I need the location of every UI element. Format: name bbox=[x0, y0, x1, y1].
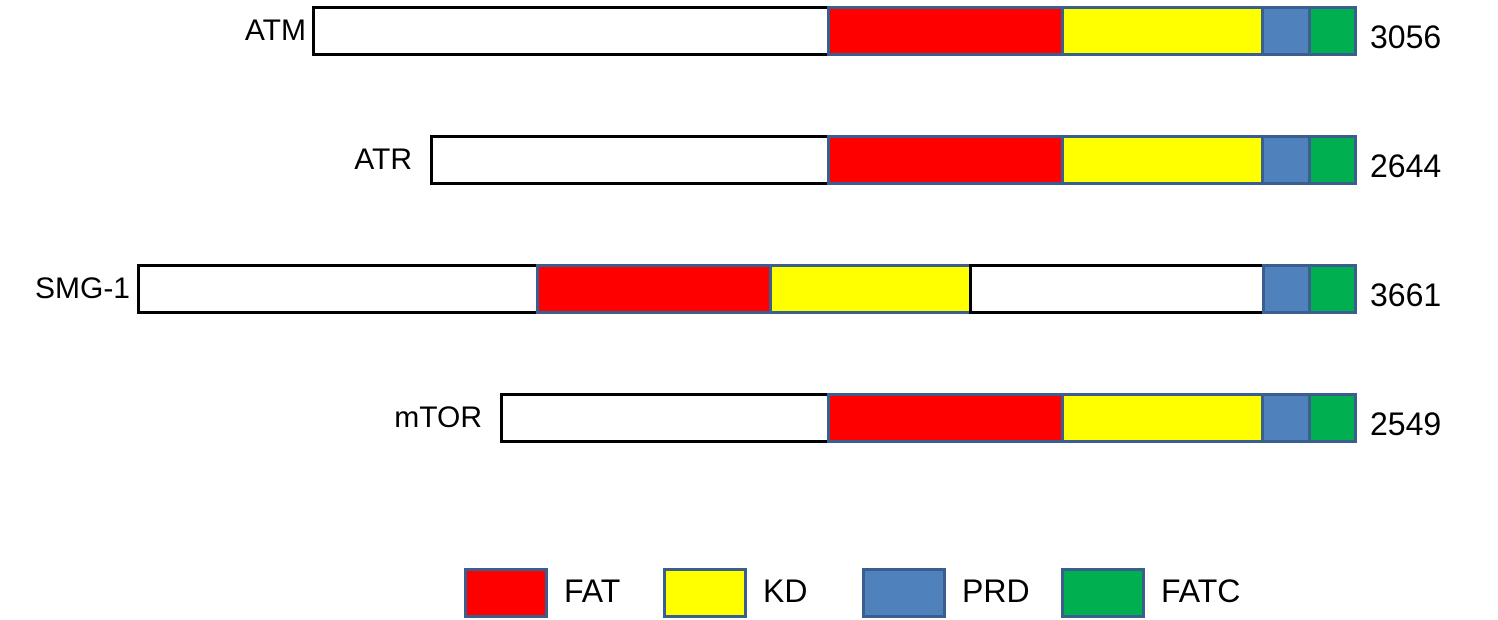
legend-item-fatc: FATC bbox=[1061, 568, 1261, 618]
legend-swatch-fatc bbox=[1061, 568, 1145, 618]
fatc-domain bbox=[1308, 393, 1357, 443]
legend-swatch-prd bbox=[862, 568, 946, 618]
protein-name: ATM bbox=[244, 14, 306, 47]
legend-item-kd: KD bbox=[663, 568, 843, 618]
protein-row-atm: ATM 3056 bbox=[0, 6, 1498, 56]
fat-domain bbox=[536, 264, 772, 314]
fat-domain bbox=[827, 6, 1064, 56]
prd-domain bbox=[1261, 393, 1311, 443]
legend-label: PRD bbox=[962, 573, 1030, 609]
protein-length: 2644 bbox=[1370, 148, 1442, 184]
kd-domain bbox=[1061, 135, 1264, 185]
fat-domain bbox=[827, 393, 1064, 443]
legend-item-fat: FAT bbox=[464, 568, 644, 618]
legend-label: KD bbox=[763, 573, 808, 609]
fat-domain bbox=[827, 135, 1064, 185]
kd-domain bbox=[1061, 6, 1264, 56]
fatc-domain bbox=[1308, 135, 1357, 185]
prd-domain bbox=[1261, 6, 1311, 56]
kd-domain bbox=[1061, 393, 1264, 443]
prd-domain bbox=[1261, 135, 1311, 185]
n-terminal-region bbox=[430, 135, 830, 185]
protein-name: SMG-1 bbox=[34, 272, 130, 305]
legend-swatch-fat bbox=[464, 568, 548, 618]
n-terminal-region bbox=[500, 393, 830, 443]
protein-length: 2549 bbox=[1370, 406, 1442, 442]
n-terminal-region bbox=[137, 264, 539, 314]
protein-length: 3056 bbox=[1370, 19, 1442, 55]
insertion-region bbox=[969, 264, 1265, 314]
fatc-domain bbox=[1308, 264, 1357, 314]
prd-domain bbox=[1262, 264, 1311, 314]
legend-swatch-kd bbox=[663, 568, 747, 618]
protein-row-mtor: mTOR 2549 bbox=[0, 393, 1498, 443]
protein-name: mTOR bbox=[394, 401, 482, 434]
protein-row-atr: ATR 2644 bbox=[0, 135, 1498, 185]
n-terminal-region bbox=[312, 6, 830, 56]
protein-row-smg1: SMG-1 3661 bbox=[0, 264, 1498, 314]
kd-domain bbox=[769, 264, 972, 314]
legend-label: FATC bbox=[1161, 573, 1241, 609]
legend-item-prd: PRD bbox=[862, 568, 1042, 618]
legend-label: FAT bbox=[564, 573, 621, 609]
protein-length: 3661 bbox=[1370, 277, 1442, 313]
fatc-domain bbox=[1308, 6, 1357, 56]
protein-name: ATR bbox=[354, 143, 412, 176]
